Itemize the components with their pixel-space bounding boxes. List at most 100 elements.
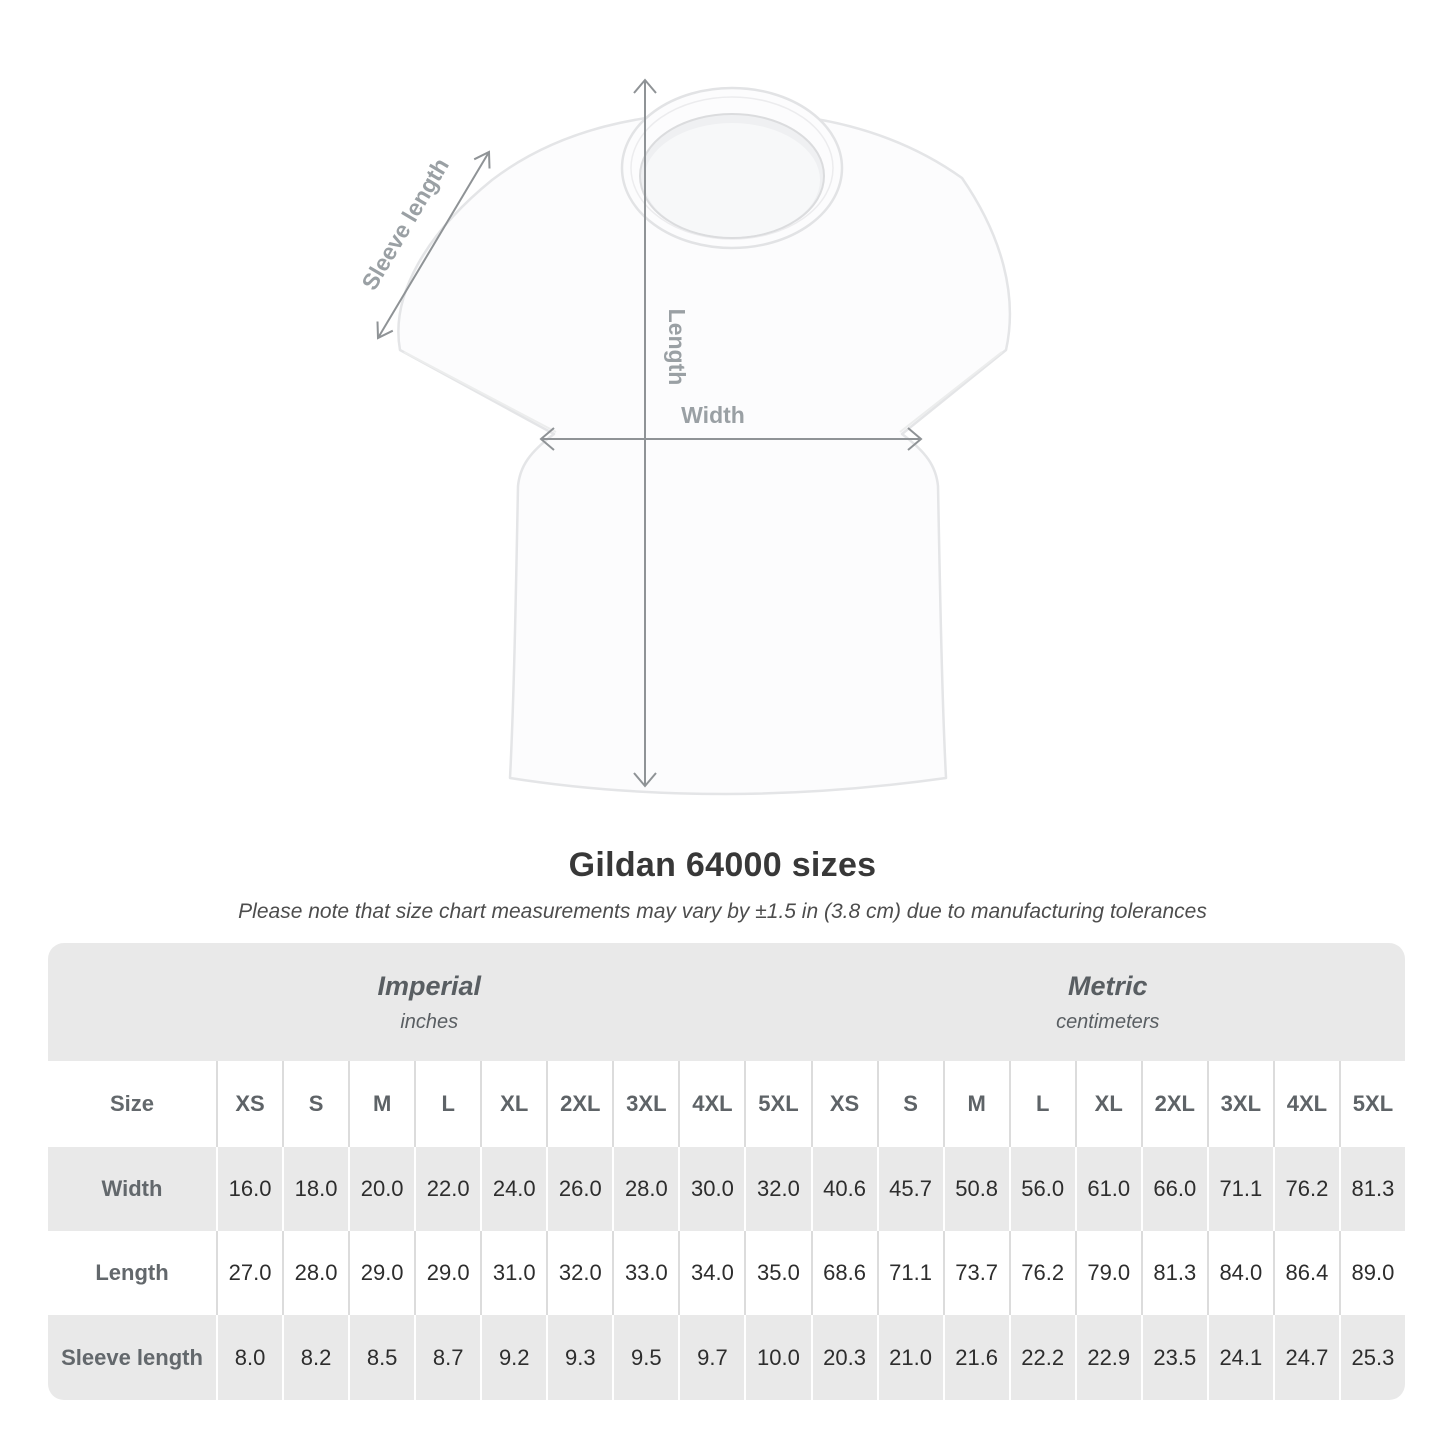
row-2: Sleeve length 8.0 8.2 8.5 8.7 9.2 9.3 9.5 9.7 10.… [48,1315,1405,1400]
value-cell: 25.3 [1338,1315,1405,1400]
value-cell: 9.3 [546,1315,612,1400]
value-cell: 29.0 [414,1231,480,1315]
value-cell: 73.7 [942,1231,1009,1315]
value-cell: 89.0 [1338,1231,1405,1315]
row-label: Sleeve length [61,1344,203,1370]
value-cell: 32.0 [744,1147,810,1231]
value-cell: 22.2 [1008,1315,1075,1400]
value-cell: 20.3 [810,1315,877,1400]
value-cell: 71.1 [1206,1147,1273,1231]
value-cell: 35.0 [744,1231,810,1315]
imperial-section-header: Imperial inches [48,943,811,1061]
value-cell: 76.2 [1008,1231,1075,1315]
value-cell: 29.0 [348,1231,414,1315]
tshirt-measurement-diagram: Sleeve length Length Width [356,78,1012,796]
right-sleeve-seam [899,351,1003,433]
value-cell: 33.0 [612,1231,678,1315]
size-cell-metric-xs: XS [810,1061,877,1147]
value-cell: 20.0 [348,1147,414,1231]
imperial-section-unit: inches [400,1010,459,1033]
size-cell-metric-l: L [1008,1061,1075,1147]
size-cell-imperial-l: L [414,1061,480,1147]
value-cell: 66.0 [1140,1147,1207,1231]
size-cell-imperial-2xl: 2XL [546,1061,612,1147]
size-cell-imperial-5xl: 5XL [744,1061,810,1147]
value-cell: 30.0 [678,1147,744,1231]
value-cell: 9.7 [678,1315,744,1400]
size-cell-metric-m: M [942,1061,1009,1147]
value-cell: 81.3 [1140,1231,1207,1315]
size-cell-metric-xl: XL [1074,1061,1141,1147]
value-cell: 8.5 [348,1315,414,1400]
value-cell: 27.0 [216,1231,282,1315]
metric-section-title: Metric [1067,970,1148,1001]
value-cell: 22.9 [1074,1315,1141,1400]
value-cell: 40.6 [810,1147,877,1231]
length-arrow [633,78,657,788]
width-arrow [539,427,923,451]
size-cell-imperial-3xl: 3XL [612,1061,678,1147]
sleeve-length-arrow [376,150,491,340]
value-cell: 8.7 [414,1315,480,1400]
imperial-section-title: Imperial [377,970,482,1001]
size-header-row: Size XS S M L XL 2XL 3XL 4XL 5XL XS S M L XL 2XL 3XL 4XL 5… [48,1061,1405,1147]
page-title: Gildan 64000 sizes [568,846,877,884]
value-cell: 23.5 [1140,1315,1207,1400]
size-cell-imperial-xs: XS [216,1061,282,1147]
length-label: Length [664,309,690,386]
tshirt-illustration: Sleeve length Length Width [356,78,1012,796]
value-cell: 50.8 [942,1147,1009,1231]
value-cell: 56.0 [1008,1147,1075,1231]
size-cell-imperial-m: M [348,1061,414,1147]
value-cell: 34.0 [678,1231,744,1315]
left-sleeve-seam [403,351,557,433]
value-cell: 79.0 [1074,1231,1141,1315]
value-cell: 8.0 [216,1315,282,1400]
value-cell: 28.0 [282,1231,348,1315]
row-1: Length 27.0 28.0 29.0 29.0 31.0 32.0 33.0 34.0 35… [48,1231,1405,1315]
value-cell: 24.1 [1206,1315,1273,1400]
value-cell: 18.0 [282,1147,348,1231]
value-cell: 31.0 [480,1231,546,1315]
size-cell-metric-5xl: 5XL [1338,1061,1405,1147]
tolerance-note: Please note that size chart measurements… [238,900,1207,923]
size-cell-metric-2xl: 2XL [1140,1061,1207,1147]
size-cell-metric-3xl: 3XL [1206,1061,1273,1147]
value-cell: 9.2 [480,1315,546,1400]
value-cell: 21.6 [942,1315,1009,1400]
value-cell: 22.0 [414,1147,480,1231]
value-cell: 28.0 [612,1147,678,1231]
value-cell: 16.0 [216,1147,282,1231]
tshirt-collar-inner-shadow [644,123,820,237]
size-cell-imperial-4xl: 4XL [678,1061,744,1147]
value-cell: 84.0 [1206,1231,1273,1315]
value-cell: 9.5 [612,1315,678,1400]
tshirt-body [397,110,1012,796]
row-label: Width [101,1176,163,1201]
row-label: Length [95,1260,169,1285]
unit-header-band: Imperial inches Metric centimeters [48,943,1405,1061]
value-cell: 24.7 [1272,1315,1339,1400]
metric-section-unit: centimeters [1056,1010,1160,1033]
size-cell-metric-4xl: 4XL [1272,1061,1339,1147]
value-cell: 61.0 [1074,1147,1141,1231]
size-chart-table: Imperial inches Metric centimeters Size X… [48,943,1405,1400]
value-cell: 26.0 [546,1147,612,1231]
value-cell: 68.6 [810,1231,877,1315]
value-cell: 81.3 [1338,1147,1405,1231]
value-cell: 10.0 [744,1315,810,1400]
value-cell: 71.1 [876,1231,943,1315]
size-column-header: Size [109,1091,155,1116]
row-0: Width 16.0 18.0 20.0 22.0 24.0 26.0 28.0 30.0 32.… [48,1147,1405,1231]
metric-section-header: Metric centimeters [811,943,1406,1061]
value-cell: 8.2 [282,1315,348,1400]
size-cell-metric-s: S [876,1061,943,1147]
value-cell: 24.0 [480,1147,546,1231]
value-cell: 45.7 [876,1147,943,1231]
size-cell-imperial-s: S [282,1061,348,1147]
value-cell: 32.0 [546,1231,612,1315]
value-cell: 76.2 [1272,1147,1339,1231]
width-label: Width [681,402,745,428]
title-block: Gildan 64000 sizes Please note that size… [0,846,1445,924]
value-cell: 21.0 [876,1315,943,1400]
